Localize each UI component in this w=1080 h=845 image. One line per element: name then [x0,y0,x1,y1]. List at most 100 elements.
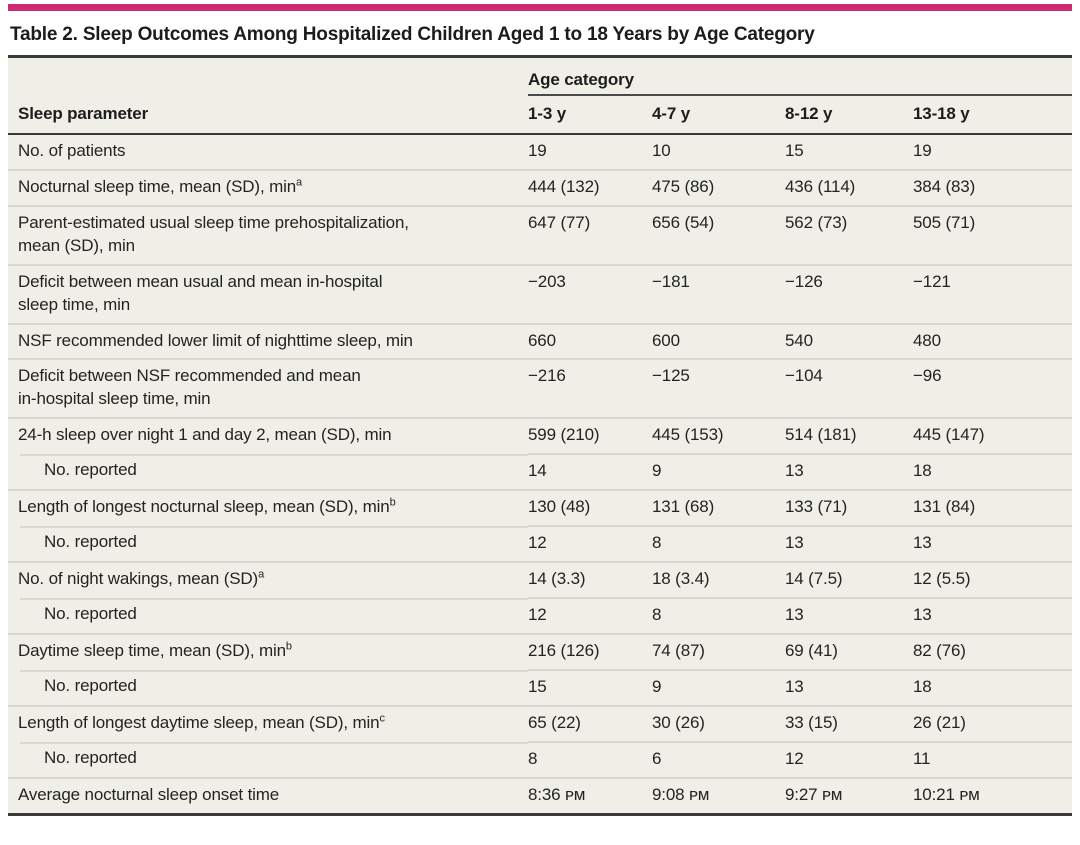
row-label: No. reported [44,532,137,552]
accent-bar [8,4,1072,11]
data-cell: 505 (71) [913,204,1073,265]
row-label-cell: No. reported [8,669,528,706]
data-cell: 8 [528,740,652,778]
row-label-cell: No. reported [8,741,528,778]
data-cell: 11 [913,740,1073,778]
row-label: Average nocturnal sleep onset time [18,784,280,804]
column-header-row: Sleep parameter 1-3 y 4-7 y 8-12 y 13-18… [8,94,1073,135]
data-cell: 82 (76) [913,632,1073,670]
row-label: No. reported [44,460,137,480]
row-label: Nocturnal sleep time, mean (SD), min [18,176,297,196]
row-label-cell: Average nocturnal sleep onset time [8,776,528,815]
table-row: Deficit between mean usual and mean in-h… [8,263,1073,324]
data-cell: −125 [652,358,785,419]
data-cell: 599 (210) [528,417,652,455]
row-label-cell: Nocturnal sleep time, mean (SD), mina [8,168,528,206]
row-label: Deficit between NSF recommended and mean… [18,366,361,409]
table-row: Nocturnal sleep time, mean (SD), mina 44… [8,168,1073,206]
data-cell: 19 [528,140,547,160]
data-cell: 131 (84) [913,489,1073,527]
column-header: 4-7 y [652,94,785,135]
stub-header: Sleep parameter [8,94,528,135]
data-cell: −216 [528,358,652,419]
row-label-cell: NSF recommended lower limit of nighttime… [8,322,528,360]
spanner-row: Age category [8,58,1073,96]
data-cell: −121 [913,263,1073,324]
data-cell: 436 (114) [785,168,913,206]
data-cell: 18 (3.4) [652,561,785,598]
data-cell: 647 (77) [528,204,652,265]
data-cell: 26 (21) [913,704,1073,742]
row-label-cell: Length of longest nocturnal sleep, mean … [8,489,528,527]
age-category-spanner: Age category [528,58,1073,96]
data-cell: 13 [785,525,913,563]
column-header: 13-18 y [913,94,1073,135]
data-cell: 13 [785,597,913,634]
spanner-corner-cell [8,58,528,95]
data-cell: 13 [785,668,913,706]
data-cell: 8 [652,597,785,634]
data-cell: −181 [652,263,785,324]
data-cell: 12 [528,597,652,634]
row-label-cell: Parent-estimated usual sleep time prehos… [8,204,528,265]
data-cell: 30 (26) [652,704,785,742]
data-cell: −126 [785,263,913,324]
data-cell: 10:21 ᴘᴍ [913,776,1073,815]
row-label: No. of patients [18,140,126,160]
data-cell: −203 [528,263,652,324]
data-cell: 74 (87) [652,632,785,670]
row-label: No. of night wakings, mean (SD) [18,569,259,589]
row-label: 24-h sleep over night 1 and day 2, mean … [18,425,392,445]
data-cell: 445 (153) [652,417,785,455]
data-cell: 216 (126) [528,632,652,670]
column-header: 8-12 y [785,94,913,135]
table-row: Length of longest daytime sleep, mean (S… [8,704,1073,742]
data-cell: 540 [785,322,913,360]
data-cell: 656 (54) [652,204,785,265]
row-label-cell: Deficit between NSF recommended and mean… [8,358,528,419]
data-cell: 9:27 ᴘᴍ [785,776,913,815]
data-cell: 445 (147) [913,417,1073,455]
footnote-marker: a [258,568,265,581]
row-label-cell: 24-h sleep over night 1 and day 2, mean … [8,417,528,455]
row-label: Daytime sleep time, mean (SD), min [18,640,286,660]
article-page: Table 2. Sleep Outcomes Among Hospitaliz… [8,4,1073,816]
data-cell: 444 (132) [528,168,652,206]
data-cell: 660 [528,322,652,360]
data-cell: 600 [652,322,785,360]
data-cell: 6 [652,740,785,778]
row-label-cell: No. of patients [8,134,528,170]
row-label-cell: Daytime sleep time, mean (SD), minb [8,632,528,670]
row-label: Length of longest nocturnal sleep, mean … [18,497,390,517]
data-cell: 14 (7.5) [785,561,913,598]
table-header: Age category Sleep parameter 1-3 y 4-7 y… [8,58,1073,135]
row-label-cell: No. of night wakings, mean (SD)a [8,561,528,598]
data-cell: 8:36 ᴘᴍ [528,776,652,815]
data-cell: 480 [913,322,1073,360]
data-cell: 15 [528,668,652,706]
table-row: Length of longest nocturnal sleep, mean … [8,489,1073,527]
data-cell: 33 (15) [785,704,913,742]
table-subrow: No. reported 12 8 13 13 [8,597,1073,634]
data-cell: −96 [913,358,1073,419]
data-cell: 133 (71) [785,489,913,527]
table-row: No. of patients 19 10 15 19 [8,134,1072,170]
table-row: Parent-estimated usual sleep time prehos… [8,204,1073,265]
data-cell: 12 [528,525,652,563]
data-cell: 9:08 ᴘᴍ [652,776,785,815]
data-cell: 8 [652,525,785,563]
data-cell: 9 [652,668,785,706]
table-row: Deficit between NSF recommended and mean… [8,358,1073,419]
row-label-cell: No. reported [8,598,528,634]
data-cell: 69 (41) [785,632,913,670]
row-label: No. reported [44,604,137,623]
data-cell: 9 [652,453,785,491]
row-label-cell: Length of longest daytime sleep, mean (S… [8,704,528,742]
row-label-cell: Deficit between mean usual and mean in-h… [8,263,528,324]
footnote-marker: b [285,640,293,653]
table-row: Daytime sleep time, mean (SD), minb 216 … [8,632,1073,670]
table-subrow: No. reported 14 9 13 18 [8,453,1073,491]
row-label-cell: No. reported [8,526,528,563]
data-cell: 12 [785,740,913,778]
row-label: NSF recommended lower limit of nighttime… [18,330,413,350]
